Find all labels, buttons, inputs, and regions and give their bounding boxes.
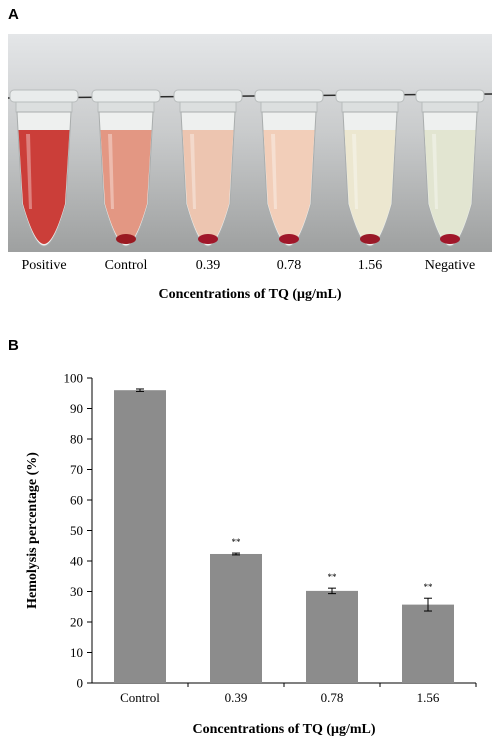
tube [254, 89, 324, 247]
tube-liquid [18, 130, 70, 244]
tube [91, 89, 161, 247]
tube-collar [341, 101, 399, 113]
tube-label: Control [104, 258, 148, 273]
tube-highlight [271, 134, 277, 209]
significance-marker: ** [424, 582, 434, 592]
tube-liquid [424, 130, 476, 244]
bar [210, 553, 262, 683]
y-tick-label: 40 [70, 554, 83, 569]
y-tick-label: 70 [70, 462, 83, 477]
panel-a-xlabel: Concentrations of TQ (μg/mL) [158, 287, 342, 302]
y-tick-label: 30 [70, 584, 83, 599]
tube [415, 89, 485, 247]
x-tick-label: 0.39 [225, 690, 248, 705]
y-tick-label: 80 [70, 432, 83, 447]
y-tick-label: 50 [70, 523, 83, 538]
tube-label: Positive [21, 258, 67, 273]
hemolysis-bar-chart: 0 10 20 30 40 50 60 70 80 90 100 Control ** 0.39 ** 0.7… [25, 371, 477, 737]
tube-label: 0.39 [195, 258, 221, 273]
tube-cap [173, 89, 243, 103]
tube-highlight [26, 134, 32, 209]
y-tick-label: 0 [77, 676, 84, 691]
rbc-pellet [279, 234, 299, 244]
bar [114, 390, 166, 683]
rbc-pellet [440, 234, 460, 244]
rbc-pellet [116, 234, 136, 244]
rbc-pellet [360, 234, 380, 244]
rbc-pellet [198, 234, 218, 244]
y-tick-label: 20 [70, 615, 83, 630]
y-axis-title: Hemolysis percentage (%) [25, 452, 40, 609]
tube-cap [254, 89, 324, 103]
wire [8, 93, 492, 99]
tube-highlight [352, 134, 358, 209]
significance-marker: ** [328, 572, 338, 582]
tube-cap [91, 89, 161, 103]
panel-b-letter: B [8, 337, 19, 354]
tube-collar [179, 101, 237, 113]
x-axis-title: Concentrations of TQ (μg/mL) [192, 722, 375, 737]
tube-highlight [432, 134, 438, 209]
y-tick-label: 100 [64, 371, 84, 386]
y-tick-label: 90 [70, 401, 83, 416]
tube-highlight [108, 134, 114, 209]
x-tick-label: 0.78 [321, 690, 344, 705]
tube-label: 0.78 [276, 258, 302, 273]
x-tick-label: Control [120, 690, 160, 705]
tube-liquid [100, 130, 152, 244]
tube-cap [415, 89, 485, 103]
tube [9, 89, 79, 247]
x-tick-label: 1.56 [417, 690, 440, 705]
tube-collar [15, 101, 73, 113]
tube-label: Negative [424, 258, 476, 273]
tube-collar [97, 101, 155, 113]
tube-cap [335, 89, 405, 103]
tube-liquid [344, 130, 396, 244]
panel-a-letter: A [8, 6, 19, 23]
tube [335, 89, 405, 247]
tube-label: 1.56 [357, 258, 383, 273]
tube-liquid [182, 130, 234, 244]
tube-cap [9, 89, 79, 103]
tube-highlight [190, 134, 196, 209]
y-tick-label: 60 [70, 493, 83, 508]
tube-liquid [263, 130, 315, 244]
tube-photo [8, 34, 492, 252]
tube-collar [421, 101, 479, 113]
tube-collar [260, 101, 318, 113]
bar [402, 604, 454, 683]
tube [173, 89, 243, 247]
y-tick-label: 10 [70, 645, 83, 660]
bar [306, 590, 358, 683]
significance-marker: ** [232, 537, 242, 547]
